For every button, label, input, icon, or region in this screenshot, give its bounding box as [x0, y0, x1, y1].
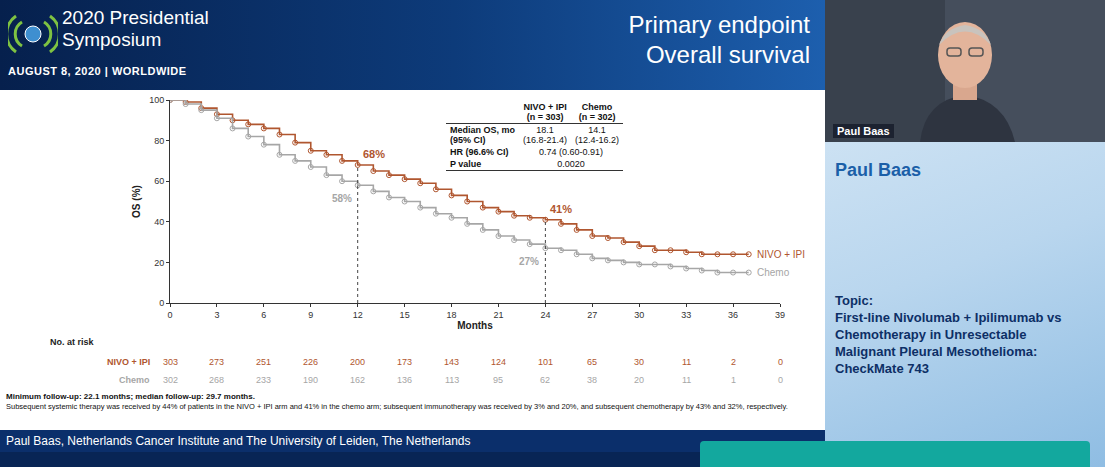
html-text:2020 Presidential: 2020 Presidential	[62, 7, 209, 28]
svg-text:Chemo: Chemo	[119, 375, 150, 385]
svg-text:58%: 58%	[332, 193, 352, 204]
html-text:Overall survival: Overall survival	[646, 41, 810, 68]
html-text:18.1: 18.1	[536, 125, 554, 135]
svg-text:136: 136	[397, 375, 412, 385]
svg-text:0: 0	[167, 310, 172, 320]
html-text:Paul Baas: Paul Baas	[835, 160, 921, 180]
svg-text:1: 1	[731, 375, 736, 385]
svg-text:39: 39	[775, 310, 785, 320]
svg-text:27%: 27%	[519, 256, 539, 267]
svg-text:2: 2	[731, 357, 736, 367]
html-text:(12.4-16.2): (12.4-16.2)	[575, 135, 620, 145]
svg-text:0: 0	[159, 298, 164, 308]
svg-text:226: 226	[303, 357, 318, 367]
svg-text:143: 143	[444, 357, 459, 367]
svg-text:124: 124	[491, 357, 506, 367]
svg-text:62: 62	[540, 375, 550, 385]
html-text:Median OS, mo: Median OS, mo	[450, 125, 515, 135]
svg-text:20: 20	[154, 258, 164, 268]
svg-text:100: 100	[149, 95, 164, 105]
svg-text:11: 11	[682, 357, 691, 367]
svg-text:20: 20	[634, 375, 644, 385]
html-text:Subsequent systemic therapy wa: Subsequent systemic therapy was received…	[6, 402, 788, 411]
svg-text:6: 6	[261, 310, 266, 320]
svg-text:Months: Months	[457, 320, 493, 331]
svg-text:30: 30	[634, 357, 644, 367]
svg-text:24: 24	[540, 310, 550, 320]
svg-text:101: 101	[538, 357, 553, 367]
svg-text:162: 162	[350, 375, 365, 385]
svg-text:27: 27	[587, 310, 597, 320]
svg-text:190: 190	[303, 375, 318, 385]
svg-text:30: 30	[634, 310, 644, 320]
svg-text:41%: 41%	[550, 203, 572, 215]
html-text:(n = 302): (n = 302)	[578, 112, 616, 122]
html-text:Topic:: Topic:	[835, 293, 873, 308]
svg-text:3: 3	[214, 310, 219, 320]
svg-text:No. at risk: No. at risk	[50, 337, 95, 347]
svg-text:0: 0	[778, 375, 783, 385]
svg-text:303: 303	[163, 357, 178, 367]
svg-text:36: 36	[728, 310, 738, 320]
svg-text:95: 95	[493, 375, 503, 385]
html-text:0.74 (0.60-0.91): 0.74 (0.60-0.91)	[539, 147, 604, 157]
html-text:Paul Baas, Netherlands Cancer: Paul Baas, Netherlands Cancer Institute …	[6, 434, 471, 448]
svg-text:21: 21	[493, 310, 503, 320]
svg-text:65: 65	[587, 357, 597, 367]
svg-text:68%: 68%	[363, 148, 385, 160]
svg-text:273: 273	[209, 357, 224, 367]
html-text:(95% CI): (95% CI)	[450, 135, 486, 145]
svg-text:113: 113	[445, 375, 459, 385]
svg-text:0: 0	[778, 357, 783, 367]
html-text:0.0020: 0.0020	[557, 159, 585, 169]
svg-text:15: 15	[400, 310, 410, 320]
html-text:Chemo: Chemo	[581, 102, 613, 112]
html-text:Primary endpoint: Primary endpoint	[628, 11, 810, 38]
svg-text:40: 40	[154, 217, 164, 227]
svg-text:80: 80	[154, 136, 164, 146]
html-text:NIVO + IPI: NIVO + IPI	[523, 102, 567, 112]
html-text:Symposium: Symposium	[62, 29, 162, 50]
svg-text:9: 9	[308, 310, 313, 320]
svg-text:NIVO + IPI: NIVO + IPI	[757, 249, 805, 260]
svg-text:18: 18	[447, 310, 457, 320]
html-text:14.1: 14.1	[588, 125, 606, 135]
svg-text:OS (%): OS (%)	[131, 185, 142, 218]
svg-text:Chemo: Chemo	[757, 267, 790, 278]
html-text:(16.8-21.4): (16.8-21.4)	[523, 135, 567, 145]
svg-text:173: 173	[397, 357, 412, 367]
html-text:Minimum follow-up: 22.1 months: Minimum follow-up: 22.1 months; median f…	[6, 392, 255, 401]
svg-text:251: 251	[256, 357, 271, 367]
svg-text:33: 33	[681, 310, 691, 320]
html-text:HR (96.6% CI): HR (96.6% CI)	[450, 147, 509, 157]
html-text:Paul Baas: Paul Baas	[837, 125, 890, 137]
svg-text:233: 233	[256, 375, 271, 385]
svg-text:38: 38	[587, 375, 597, 385]
svg-text:268: 268	[209, 375, 224, 385]
html-text:(n = 303): (n = 303)	[526, 112, 564, 122]
svg-text:60: 60	[154, 176, 164, 186]
svg-text:NIVO + IPI: NIVO + IPI	[107, 357, 150, 367]
svg-text:11: 11	[682, 375, 691, 385]
svg-text:200: 200	[350, 357, 365, 367]
html-text:AUGUST 8, 2020 | WORLDWIDE: AUGUST 8, 2020 | WORLDWIDE	[8, 65, 187, 77]
svg-text:302: 302	[163, 375, 178, 385]
html-text:First-line Nivolumab + Ipilimu: First-line Nivolumab + Ipilimumab vs Che…	[835, 310, 1062, 376]
svg-text:12: 12	[353, 310, 363, 320]
html-text:P value: P value	[450, 159, 482, 169]
